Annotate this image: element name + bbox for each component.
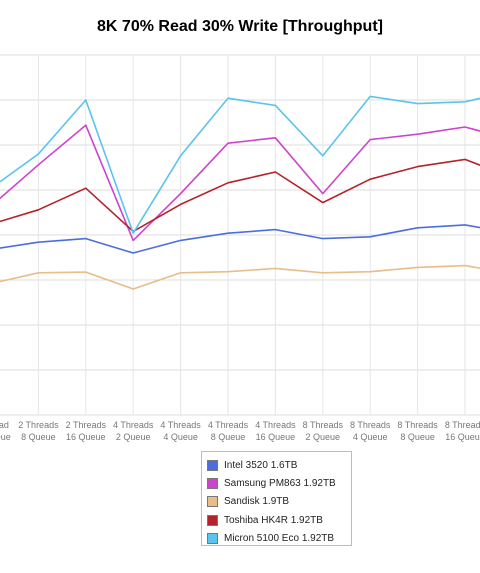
legend-label: Toshiba HK4R 1.92TB (224, 514, 323, 526)
legend-label: Intel 3520 1.6TB (224, 459, 298, 471)
series-line-0 (0, 224, 480, 254)
series-layer (0, 95, 480, 290)
legend-swatch (207, 459, 218, 471)
legend-swatch (207, 478, 218, 490)
x-tick-label: 4 Threads 16 Queue (255, 420, 296, 442)
x-tick-label: 8 Threads 4 Queue (350, 420, 391, 442)
legend-item: Samsung PM863 1.92TB (207, 474, 351, 492)
series-line-1 (0, 124, 480, 242)
legend-label: Micron 5100 Eco 1.92TB (224, 533, 335, 545)
x-tick-label: 8 Threads 2 Queue (303, 420, 344, 442)
series-line-4 (0, 95, 480, 234)
legend-swatch (207, 533, 218, 545)
x-tick-label: 4 Threads 4 Queue (160, 420, 201, 442)
legend-label: Sandisk 1.9TB (224, 496, 290, 508)
grid-layer (0, 54, 480, 416)
x-tick-label: 1 Thread32 Queue (0, 420, 11, 442)
x-tick-label: 4 Threads 8 Queue (208, 420, 249, 442)
x-tick-label: 4 Threads 2 Queue (113, 420, 154, 442)
legend-item: Intel 3520 1.6TB (207, 456, 351, 474)
legend-item: Toshiba HK4R 1.92TB (207, 511, 351, 529)
x-tick-label: 2 Threads 8 Queue (18, 420, 59, 442)
x-tick-label: 2 Threads 16 Queue (66, 420, 107, 442)
legend-item: Sandisk 1.9TB (207, 493, 351, 511)
legend-item: Micron 5100 Eco 1.92TB (207, 530, 351, 548)
legend: Intel 3520 1.6TB Samsung PM863 1.92TB Sand… (201, 451, 352, 546)
legend-swatch (207, 496, 218, 508)
legend-swatch (207, 514, 218, 526)
series-line-2 (0, 264, 480, 290)
legend-label: Samsung PM863 1.92TB (224, 478, 336, 490)
x-tick-label: 8 Threads 8 Queue (397, 420, 438, 442)
series-line-3 (0, 158, 480, 233)
chart-title: 8K 70% Read 30% Write [Throughput] (97, 18, 383, 35)
